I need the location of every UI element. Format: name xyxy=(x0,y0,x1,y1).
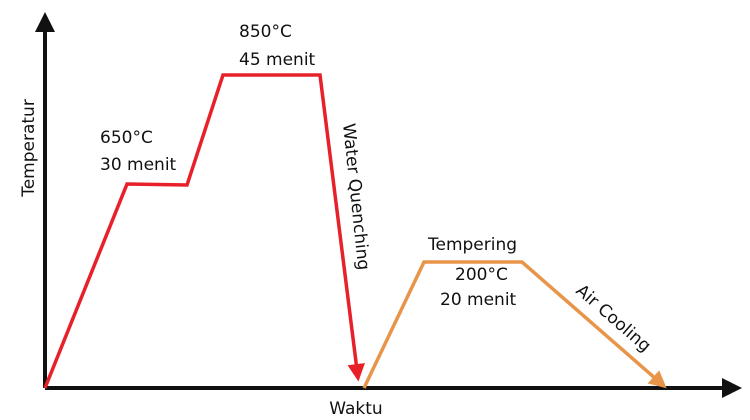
tempering-duration: 20 menit xyxy=(440,290,517,310)
hold-650-duration: 30 menit xyxy=(100,155,177,175)
hold-850-duration: 45 menit xyxy=(239,50,316,70)
y-axis-label: Temperatur xyxy=(19,99,39,198)
tempering-title: Tempering xyxy=(427,235,517,255)
hardening-curve xyxy=(43,73,365,389)
hold-850-temperature: 850°C xyxy=(239,22,292,42)
x-axis-label: Waktu xyxy=(329,399,382,419)
hold-650-temperature: 650°C xyxy=(100,128,153,148)
tempering-curve xyxy=(362,260,667,389)
tempering-temperature: 200°C xyxy=(455,265,508,285)
